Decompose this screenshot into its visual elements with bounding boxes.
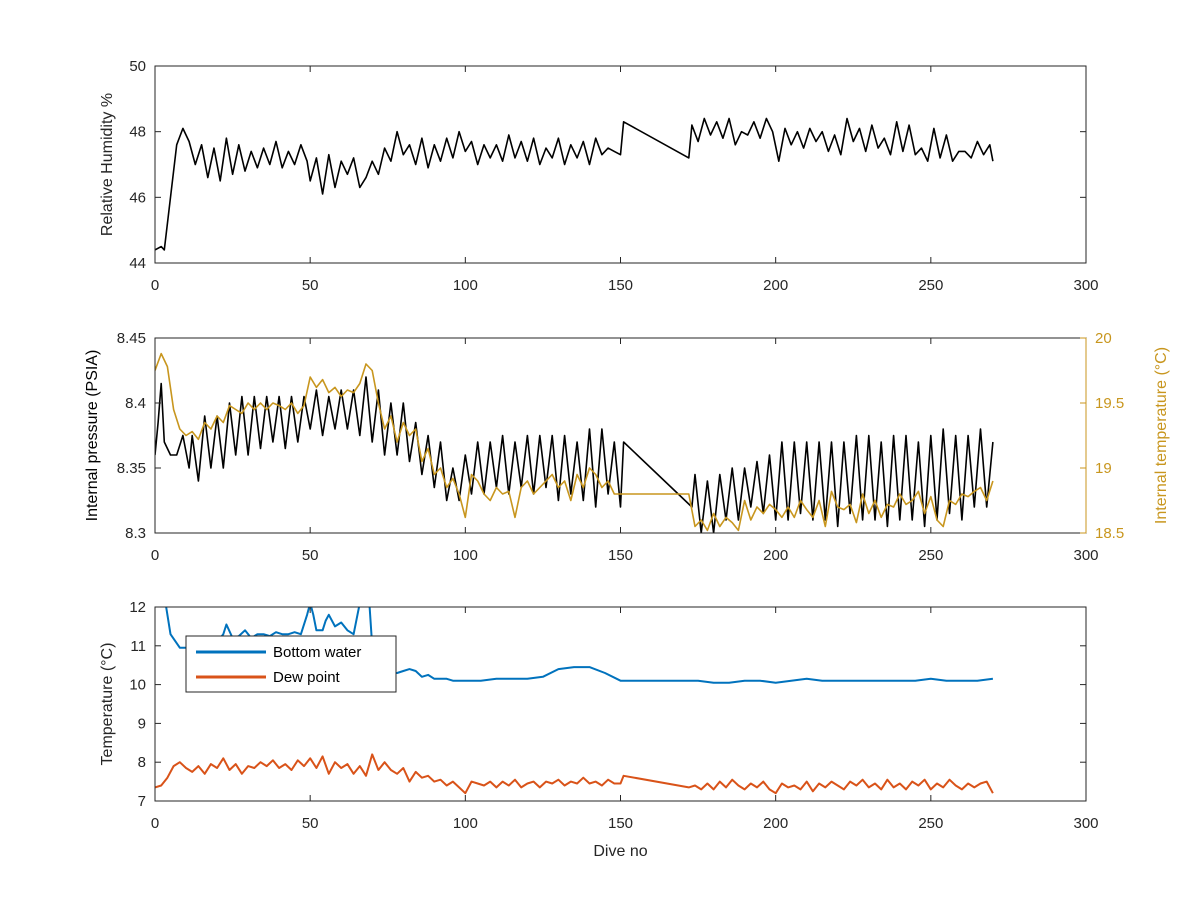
y-tick-label: 10 (129, 677, 146, 694)
x-tick-label: 0 (151, 277, 159, 294)
legend-box (185, 635, 397, 693)
y2-axis-label: Internal temperature (°C) (1153, 347, 1170, 524)
legend-entry: Dew point (273, 669, 341, 686)
y-tick-label: 8.3 (125, 525, 146, 542)
x-tick-label: 100 (453, 277, 478, 294)
y2-tick-label: 19 (1095, 460, 1112, 477)
subplot-3: 0 50 100 150 200 250 300 7 8 9 10 11 12 Temperature (… (99, 599, 1099, 860)
y-tick-label: 11 (130, 638, 146, 655)
y2-tick-label: 18.5 (1095, 525, 1124, 542)
x-tick-label: 250 (918, 547, 943, 564)
x-tick-label: 0 (151, 815, 159, 832)
x-tick-label: 300 (1073, 277, 1098, 294)
y-axis-label: Relative Humidity % (99, 93, 116, 236)
x-tick-label: 200 (763, 815, 788, 832)
y2-tick-label: 19.5 (1095, 395, 1124, 412)
y-tick-label: 48 (129, 124, 146, 141)
x-tick-label: 300 (1073, 547, 1098, 564)
series-line-left (155, 376, 994, 533)
series-line-right (155, 352, 994, 532)
x-tick-label: 50 (302, 277, 319, 294)
y2-tick-label: 20 (1095, 330, 1112, 347)
x-tick-label: 250 (918, 277, 943, 294)
y-tick-label: 8 (138, 754, 146, 771)
x-tick-label: 150 (608, 277, 633, 294)
x-tick-label: 100 (453, 815, 478, 832)
y-tick-label: 44 (129, 255, 146, 272)
y-tick-label: 7 (138, 793, 146, 810)
x-tick-label: 0 (151, 547, 159, 564)
legend-entry: Bottom water (273, 644, 361, 661)
subplot-1: 0 50 100 150 200 250 300 44 46 48 50 Relative Humid… (99, 58, 1099, 294)
x-tick-label: 50 (302, 547, 319, 564)
x-tick-label: 200 (763, 547, 788, 564)
x-tick-label: 100 (453, 547, 478, 564)
y-axis-label: Internal pressure (PSIA) (84, 350, 101, 522)
x-tick-label: 200 (763, 277, 788, 294)
y-tick-label: 9 (138, 715, 146, 732)
y-tick-label: 8.45 (117, 330, 146, 347)
x-tick-label: 150 (608, 547, 633, 564)
y-tick-label: 50 (129, 58, 146, 75)
y-tick-label: 12 (129, 599, 146, 616)
x-tick-label: 150 (608, 815, 633, 832)
y-tick-label: 8.4 (125, 395, 146, 412)
y-tick-label: 46 (129, 189, 146, 206)
subplot-2: 0 50 100 150 200 250 300 8.3 8.35 8.4 8.45 18.5 19 19… (84, 330, 1170, 564)
series-line-dew-point (155, 753, 994, 795)
x-tick-label: 50 (302, 815, 319, 832)
y-axis-label: Temperature (°C) (99, 643, 116, 766)
series-line-main (155, 117, 994, 251)
y-tick-label: 8.35 (117, 460, 146, 477)
x-tick-label: 300 (1073, 815, 1098, 832)
x-tick-label: 250 (918, 815, 943, 832)
x-axis-label: Dive no (593, 843, 647, 860)
legend: Bottom water Dew point (185, 635, 397, 693)
